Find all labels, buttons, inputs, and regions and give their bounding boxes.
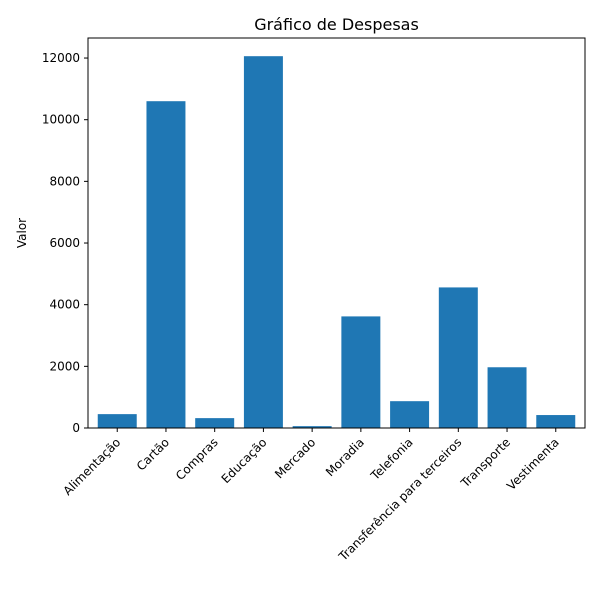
bar-8 (438, 287, 478, 428)
y-tick-label: 0 (72, 421, 80, 435)
bar-7 (390, 401, 430, 428)
bar-6 (341, 316, 381, 428)
axes-frame (87, 37, 586, 429)
bar-3 (195, 418, 235, 428)
y-tick-label: 4000 (49, 298, 80, 312)
bar-2 (146, 101, 186, 428)
y-axis-label: Valor (15, 218, 29, 248)
bar-1 (97, 414, 137, 428)
bar-4 (243, 56, 283, 428)
bar-10 (536, 415, 576, 428)
bar-5 (292, 426, 332, 428)
bar-9 (487, 367, 527, 428)
y-tick-label: 12000 (42, 51, 80, 65)
y-tick-label: 6000 (49, 236, 80, 250)
y-tick-label: 8000 (49, 174, 80, 188)
chart-title: Gráfico de Despesas (254, 15, 419, 34)
y-tick-label: 10000 (42, 113, 80, 127)
y-tick-label: 2000 (49, 359, 80, 373)
